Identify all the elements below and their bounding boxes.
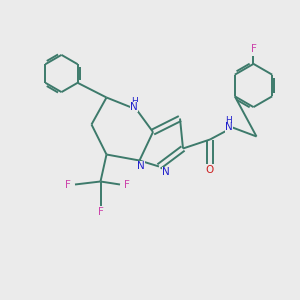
Text: F: F [65,179,71,190]
Text: N: N [130,102,138,112]
Text: F: F [250,44,256,55]
Text: O: O [206,165,214,175]
Text: F: F [124,179,130,190]
Text: F: F [98,207,103,217]
Text: N: N [162,167,170,177]
Text: H: H [226,116,232,125]
Text: N: N [137,161,145,171]
Text: N: N [225,122,233,133]
Text: H: H [131,97,137,106]
